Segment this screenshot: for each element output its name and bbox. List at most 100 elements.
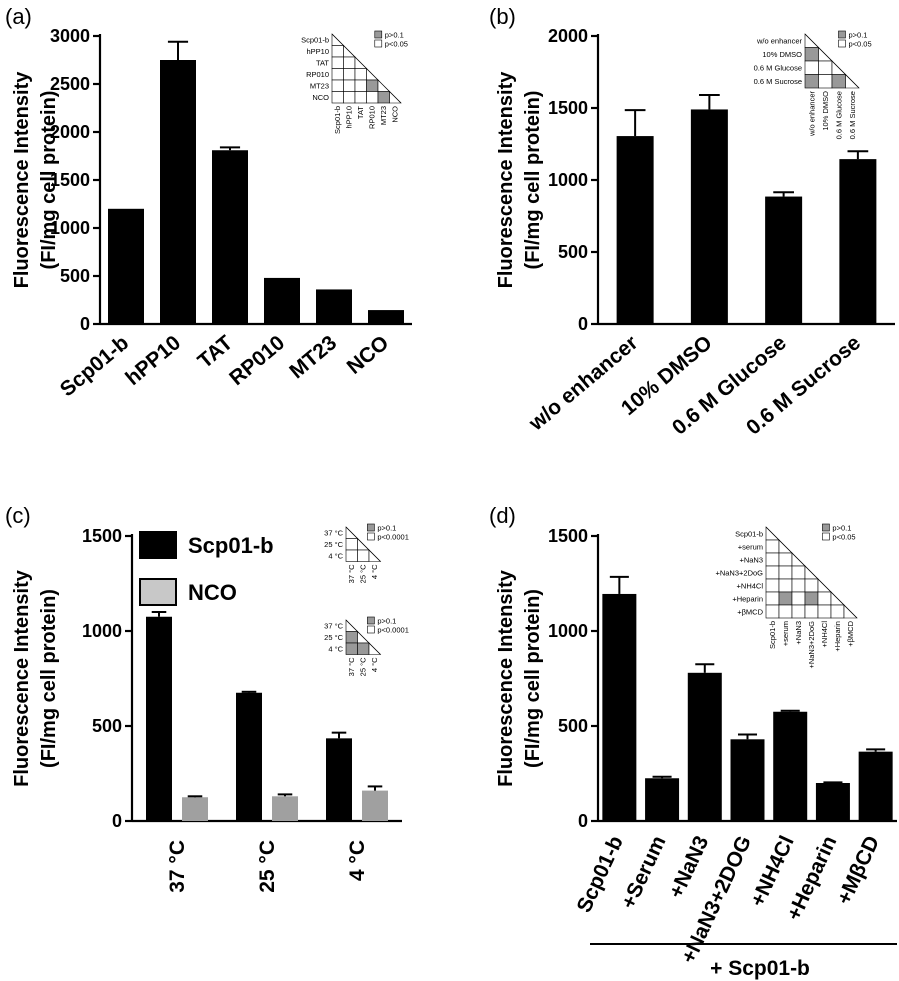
matrix-row-label: +NaN3 — [739, 555, 763, 564]
legend-label: NCO — [188, 580, 237, 605]
matrix-col-label: 25 °C — [359, 564, 368, 583]
matrix-row-label: 4 °C — [328, 644, 343, 653]
panel-c: (c) Fluorescence Intensity (FI/mg cell pro… — [5, 503, 409, 893]
legend-gray-square — [374, 30, 383, 39]
matrix-col-label: +NaN3+2DoG — [807, 621, 816, 669]
y-tick-label: 2500 — [50, 74, 90, 94]
legend-white-square — [367, 625, 375, 634]
y-tick-label: 500 — [92, 716, 122, 736]
matrix-cell — [345, 538, 358, 551]
matrix-cell — [345, 631, 358, 644]
significance-matrix: p>0.1p<0.05 w/o enhancer 10% DMSO 0.6 M Glu… — [754, 31, 872, 140]
matrix-row-label: 0.6 M Glucose — [754, 64, 802, 73]
legend-white-square — [822, 532, 830, 541]
matrix-cell — [765, 552, 780, 567]
matrix-cell — [778, 578, 793, 593]
matrix-col-label: 37 °C — [347, 564, 356, 583]
matrix-cell — [791, 604, 806, 619]
matrix-cell — [831, 74, 846, 89]
matrix-cell — [765, 539, 780, 554]
matrix-cell — [791, 578, 806, 593]
bar-nco — [362, 790, 388, 821]
matrix-cell — [343, 56, 356, 69]
bar-scp01-b — [236, 692, 262, 821]
panel-label: (b) — [489, 4, 516, 29]
matrix-cell — [357, 642, 370, 655]
matrix-cell — [818, 74, 833, 89]
matrix-cell — [778, 565, 793, 580]
matrix-legend-label: p>0.1 — [832, 524, 851, 533]
matrix-row-label: 4 °C — [328, 551, 343, 560]
y-axis-title: Fluorescence Intensity — [11, 569, 33, 787]
x-category-label: 37 °C — [166, 840, 189, 893]
matrix-col-label: Scp01-b — [768, 621, 777, 649]
legend-swatch — [139, 578, 177, 606]
bar-value — [616, 136, 654, 324]
bar-value — [687, 672, 722, 821]
x-category-label: 4 °C — [346, 840, 369, 881]
matrix-col-label: TAT — [356, 106, 365, 119]
matrix-legend-label: p<0.05 — [832, 533, 855, 542]
x-category-label: NCO — [343, 331, 394, 379]
y-tick-label: 2000 — [548, 26, 588, 46]
matrix-cell — [354, 79, 367, 92]
panel-label: (a) — [5, 4, 32, 29]
matrix-cell — [830, 604, 845, 619]
matrix-row-label: +Heparin — [732, 594, 763, 603]
matrix-legend-label: p>0.1 — [385, 31, 404, 40]
matrix-row-label: +βMCD — [737, 607, 763, 616]
matrix-col-label: hPP10 — [345, 106, 354, 129]
matrix-cell — [817, 591, 832, 606]
bar-value — [815, 783, 850, 821]
matrix-row-label: +serum — [738, 542, 763, 551]
matrix-col-label: 0.6 M Glucose — [834, 91, 843, 139]
matrix-cell — [331, 45, 344, 58]
y-tick-label: 500 — [60, 266, 90, 286]
y-tick-label: 500 — [558, 242, 588, 262]
matrix-col-label: 10% DMSO — [821, 91, 830, 131]
bar-nco — [272, 796, 298, 821]
bar-value — [645, 778, 680, 821]
matrix-col-label: RP010 — [368, 106, 377, 129]
bar-scp01-b — [326, 738, 352, 821]
y-tick-label: 1000 — [548, 170, 588, 190]
matrix-legend-label: p>0.1 — [377, 617, 396, 626]
matrix-col-label: +NH4Cl — [820, 621, 829, 648]
matrix-cell — [817, 604, 832, 619]
bar-value — [368, 310, 404, 324]
x-category-label: Scp01-b — [56, 331, 133, 401]
matrix-cell — [331, 68, 344, 81]
matrix-row-label: TAT — [316, 58, 329, 67]
matrix-cell — [366, 91, 379, 104]
matrix-cell — [765, 604, 780, 619]
y-tick-label: 2000 — [50, 122, 90, 142]
y-tick-label: 1500 — [548, 526, 588, 546]
legend-white-square — [374, 39, 383, 48]
matrix-cell — [804, 74, 819, 89]
matrix-legend-label: p<0.05 — [848, 40, 871, 49]
matrix-cell — [345, 549, 358, 562]
matrix-cell — [331, 56, 344, 69]
matrix-col-label: +serum — [781, 621, 790, 646]
matrix-col-label: w/o enhancer — [807, 90, 816, 137]
matrix-cell — [331, 91, 344, 104]
matrix-legend-label: p<0.0001 — [377, 533, 409, 542]
matrix-row-label: +NH4Cl — [737, 581, 764, 590]
matrix-row-label: hPP10 — [306, 47, 329, 56]
bar-value — [264, 277, 300, 324]
panel-b: (b) Fluorescence Intensity (FI/mg cell pro… — [489, 4, 895, 440]
y-tick-label: 500 — [558, 716, 588, 736]
matrix-row-label: w/o enhancer — [756, 37, 803, 46]
panel-label: (c) — [5, 503, 31, 528]
matrix-cell — [343, 79, 356, 92]
matrix-cell — [343, 68, 356, 81]
y-axis-subtitle: (FI/mg cell protein) — [38, 589, 60, 768]
panel-a: (a) Fluorescence Intensity (FI/mg cell pro… — [5, 4, 412, 401]
matrix-row-label: 25 °C — [324, 633, 343, 642]
y-tick-label: 1000 — [82, 621, 122, 641]
matrix-cell — [765, 565, 780, 580]
matrix-diagonal-line — [804, 33, 860, 89]
